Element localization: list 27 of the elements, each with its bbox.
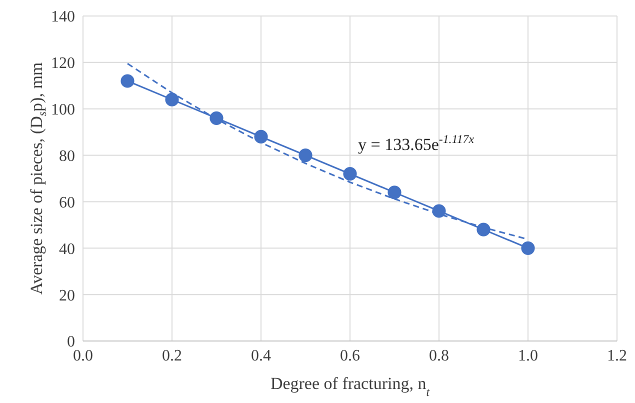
point: [388, 186, 402, 200]
y-tick-label: 60: [59, 194, 75, 212]
point: [432, 204, 446, 218]
point: [476, 222, 490, 236]
point: [298, 148, 312, 162]
x-tick-label: 0.2: [162, 347, 182, 364]
point: [120, 74, 134, 88]
y-tick-label: 140: [51, 8, 75, 26]
x-tick-label: 1.0: [518, 347, 538, 364]
y-tick-label: 40: [59, 240, 75, 258]
x-tick-label: 0.0: [73, 347, 93, 364]
y-tick-label: 0: [67, 334, 75, 351]
y-tick-label: 120: [51, 55, 75, 72]
x-axis-title: Degree of fracturing, n$_{t}$: [270, 374, 430, 399]
x-tick-label: 0.6: [340, 347, 360, 364]
y-tick-label: 100: [51, 102, 75, 119]
y-tick-label: 20: [59, 287, 75, 304]
point: [165, 92, 179, 106]
point: [343, 167, 357, 181]
point: [254, 130, 268, 144]
y-tick-label: 80: [59, 148, 75, 165]
x-tick-label: 1.2: [607, 347, 627, 364]
point: [521, 241, 535, 255]
point: [210, 111, 224, 125]
x-tick-label: 0.8: [429, 347, 449, 364]
x-tick-label: 0.4: [251, 347, 271, 364]
annotation: y = 133.65e$^{-1.117x}$: [358, 132, 475, 154]
